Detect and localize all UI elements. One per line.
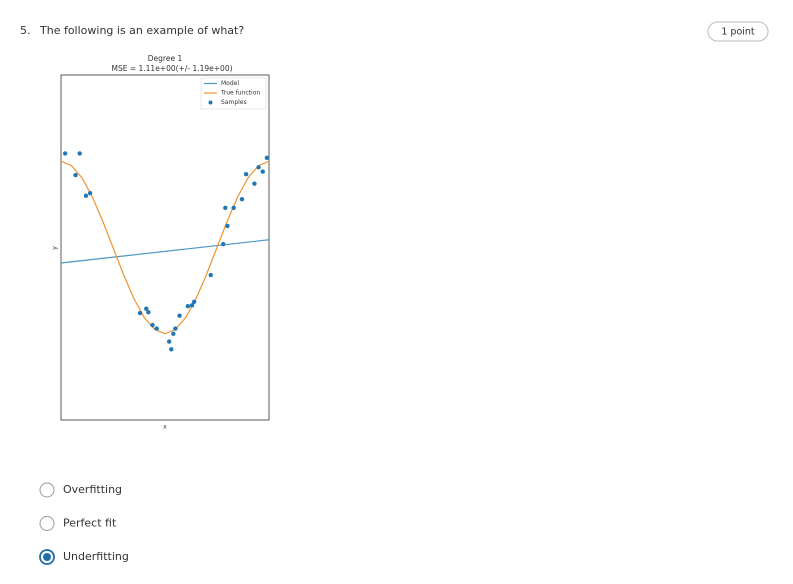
- plot-area: [60, 151, 270, 352]
- sample-point: [208, 272, 213, 278]
- sample-point: [137, 310, 143, 316]
- sample-point: [243, 171, 249, 177]
- option-label[interactable]: Perfect fit: [63, 517, 117, 530]
- sample-point: [62, 151, 68, 156]
- sample-point: [154, 326, 159, 331]
- sample-point: [225, 223, 230, 229]
- sample-point: [73, 172, 78, 178]
- sample-point: [177, 313, 182, 318]
- y-axis-label: y: [52, 246, 59, 250]
- series-line: [60, 160, 270, 335]
- x-axis-label: x: [163, 424, 167, 431]
- radio-button[interactable]: [39, 482, 55, 498]
- series-line: [60, 239, 270, 264]
- question-number: 5.: [20, 24, 31, 37]
- legend-label: True function: [220, 90, 260, 97]
- sample-point: [171, 331, 176, 336]
- sample-point: [173, 326, 178, 331]
- sample-point: [83, 193, 89, 198]
- sample-point: [191, 299, 197, 305]
- option-label[interactable]: Overfitting: [63, 483, 122, 496]
- sample-point: [264, 155, 270, 160]
- sample-point: [150, 322, 155, 328]
- sample-point: [223, 205, 228, 211]
- sample-point: [221, 241, 226, 247]
- legend-label: Model: [221, 80, 239, 87]
- question-text: The following is an example of what?: [39, 24, 244, 37]
- sample-point: [144, 306, 149, 311]
- points-text: 1 point: [721, 27, 755, 38]
- sample-point: [169, 347, 174, 352]
- legend: Model True function Samples: [200, 77, 267, 110]
- sample-point: [256, 165, 261, 170]
- sample-point: [239, 197, 245, 202]
- points-badge: [707, 21, 769, 42]
- sample-point: [166, 339, 172, 344]
- sample-point: [87, 190, 93, 196]
- option-label[interactable]: Underfitting: [63, 550, 129, 563]
- legend-label: Samples: [221, 99, 247, 106]
- sample-point: [252, 181, 257, 186]
- sample-point: [77, 151, 82, 156]
- sample-point: [231, 205, 236, 211]
- radio-button[interactable]: [39, 516, 55, 531]
- sample-point: [185, 303, 191, 309]
- sample-point: [260, 169, 265, 174]
- radio-dot: [43, 553, 51, 561]
- plot-frame: [60, 74, 270, 421]
- legend-swatch: [208, 100, 213, 105]
- sample-point: [146, 309, 151, 315]
- chart-title: Degree 1: [148, 54, 183, 63]
- chart-subtitle: MSE = 1.11e+00(+/- 1.19e+00): [111, 64, 232, 73]
- options: Overfitting Perfect fit Underfitting: [39, 482, 129, 565]
- sample-point: [189, 303, 195, 308]
